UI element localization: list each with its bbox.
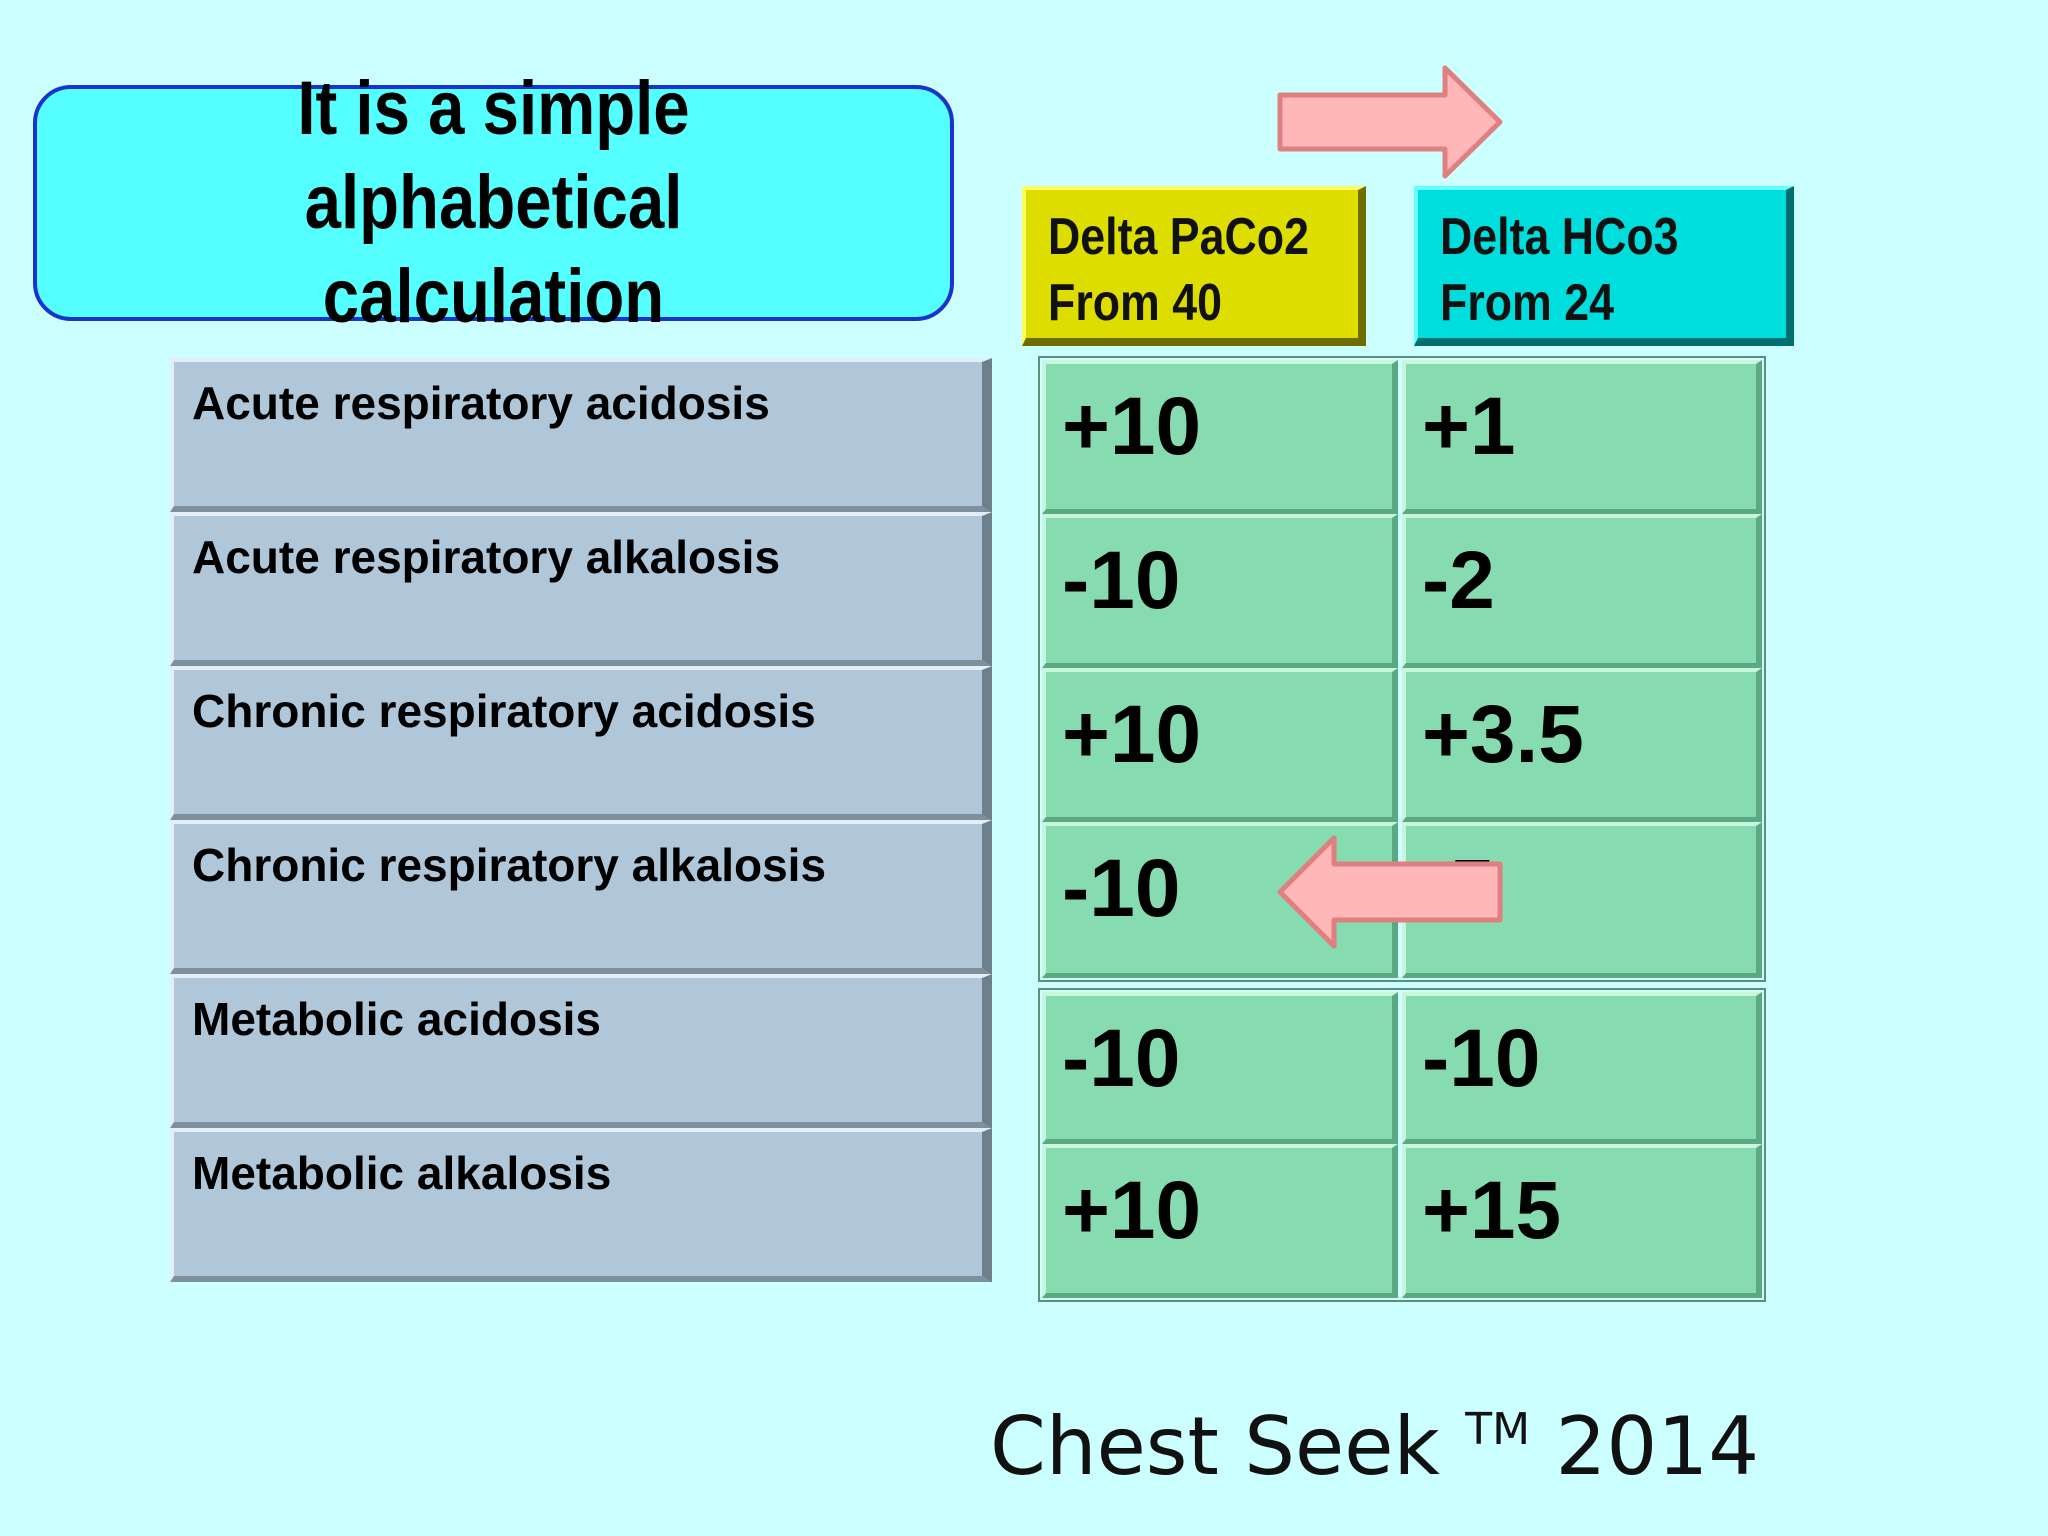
paco2-value-cell: +10 [1042, 360, 1398, 514]
arrow-right-icon [1277, 65, 1503, 179]
paco2-value-cell: +10 [1042, 1144, 1398, 1298]
paco2-value-cell: +10 [1042, 668, 1398, 822]
footer-brand-name: Chest Seek [990, 1400, 1440, 1493]
label-cell: Chronic respiratory acidosis [170, 666, 992, 820]
footer-trademark: TM [1465, 1404, 1531, 1455]
title-callout: It is a simple alphabetical calculation [33, 66, 954, 339]
disorder-label: Acute respiratory acidosis [192, 377, 770, 429]
hco3-value: -2 [1422, 535, 1495, 626]
label-cell: Chronic respiratory alkalosis [170, 820, 992, 974]
paco2-value: -10 [1062, 535, 1181, 626]
hco3-value-cell: -2 [1402, 514, 1762, 668]
header-hco3-line2: From 24 [1440, 274, 1614, 332]
hco3-value: +15 [1422, 1165, 1562, 1256]
footer-year: 2014 [1555, 1400, 1760, 1493]
hco3-value: -10 [1422, 1013, 1541, 1104]
hco3-value: +1 [1422, 381, 1516, 472]
label-cell: Acute respiratory acidosis [170, 358, 992, 512]
arrow-left-icon [1277, 835, 1503, 949]
header-paco2-line2: From 40 [1048, 274, 1222, 332]
disorder-label: Chronic respiratory acidosis [192, 685, 816, 737]
disorder-label: Acute respiratory alkalosis [192, 531, 781, 583]
header-delta-hco3: Delta HCo3 From 24 [1414, 186, 1794, 346]
paco2-value: +10 [1062, 381, 1202, 472]
metabolic-values-frame [1038, 988, 1766, 1302]
header-hco3-line1: Delta HCo3 [1440, 208, 1679, 266]
header-paco2-line1: Delta PaCo2 [1048, 208, 1309, 266]
label-cell: Metabolic acidosis [170, 974, 992, 1128]
paco2-value: +10 [1062, 1165, 1202, 1256]
paco2-value: +10 [1062, 689, 1202, 780]
respiratory-values-frame [1038, 356, 1766, 982]
footer-brand: Chest Seek TM 2014 [990, 1400, 1759, 1493]
label-cell: Acute respiratory alkalosis [170, 512, 992, 666]
slide-title: It is a simple alphabetical calculation [297, 66, 690, 339]
paco2-value-cell: -10 [1042, 992, 1398, 1144]
label-cell: Metabolic alkalosis [170, 1128, 992, 1282]
paco2-value: -10 [1062, 843, 1181, 934]
hco3-value-cell: +3.5 [1402, 668, 1762, 822]
disorder-label: Metabolic alkalosis [192, 1147, 612, 1199]
disorder-label-column: Acute respiratory acidosis Acute respira… [170, 358, 992, 1282]
hco3-value: +3.5 [1422, 689, 1584, 780]
disorder-label: Metabolic acidosis [192, 993, 602, 1045]
hco3-value-cell: -10 [1402, 992, 1762, 1144]
header-delta-paco2: Delta PaCo2 From 40 [1022, 186, 1366, 346]
paco2-value: -10 [1062, 1013, 1181, 1104]
hco3-value-cell: +1 [1402, 360, 1762, 514]
disorder-label: Chronic respiratory alkalosis [192, 839, 827, 891]
hco3-value-cell: +15 [1402, 1144, 1762, 1298]
paco2-value-cell: -10 [1042, 514, 1398, 668]
hco3-value-cell: -5 [1402, 822, 1762, 978]
